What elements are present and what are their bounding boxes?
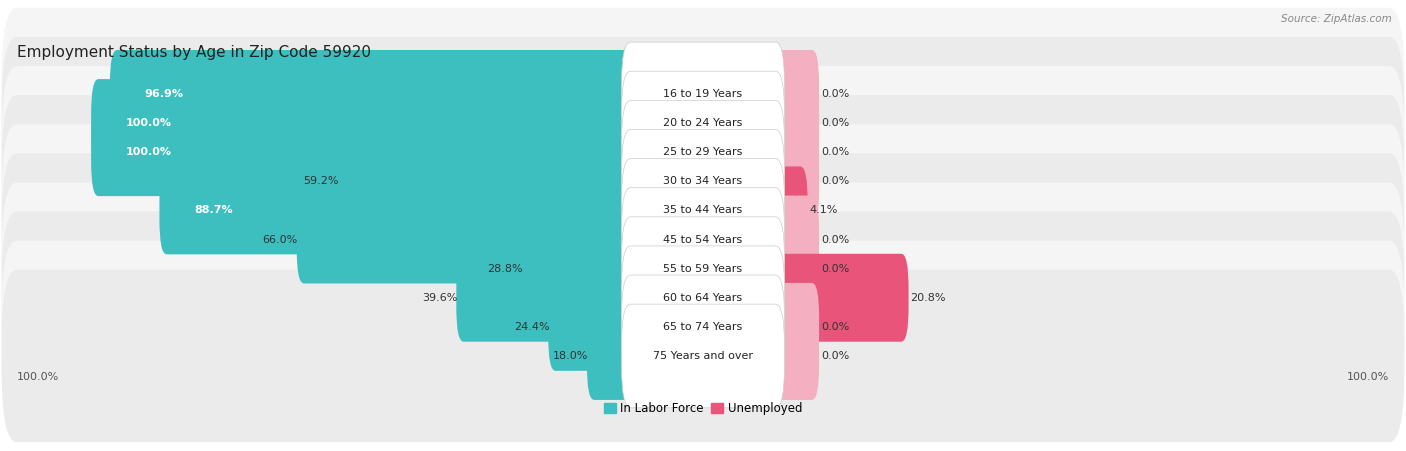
FancyBboxPatch shape [621,42,785,146]
Text: Source: ZipAtlas.com: Source: ZipAtlas.com [1281,14,1392,23]
FancyBboxPatch shape [1,124,1405,297]
FancyBboxPatch shape [1,95,1405,267]
Text: 66.0%: 66.0% [263,235,298,244]
Text: 0.0%: 0.0% [821,176,849,186]
FancyBboxPatch shape [297,196,638,284]
Text: 0.0%: 0.0% [821,322,849,332]
FancyBboxPatch shape [1,37,1405,209]
Text: 4.1%: 4.1% [810,205,838,216]
FancyBboxPatch shape [768,254,908,342]
Text: 55 to 59 Years: 55 to 59 Years [664,264,742,274]
FancyBboxPatch shape [1,212,1405,384]
Text: 0.0%: 0.0% [821,264,849,274]
Text: 25 to 29 Years: 25 to 29 Years [664,147,742,157]
FancyBboxPatch shape [1,183,1405,355]
Text: 88.7%: 88.7% [194,205,232,216]
Text: 45 to 54 Years: 45 to 54 Years [664,235,742,244]
FancyBboxPatch shape [621,101,785,204]
FancyBboxPatch shape [621,217,785,321]
FancyBboxPatch shape [768,108,820,196]
FancyBboxPatch shape [768,50,820,138]
Text: 75 Years and over: 75 Years and over [652,351,754,361]
FancyBboxPatch shape [621,188,785,291]
FancyBboxPatch shape [621,246,785,350]
FancyBboxPatch shape [621,304,785,408]
Text: 0.0%: 0.0% [821,235,849,244]
FancyBboxPatch shape [621,129,785,233]
FancyBboxPatch shape [768,312,820,400]
FancyBboxPatch shape [1,270,1405,442]
Text: 60 to 64 Years: 60 to 64 Years [664,293,742,303]
FancyBboxPatch shape [621,159,785,262]
Text: 20.8%: 20.8% [911,293,946,303]
Text: 0.0%: 0.0% [821,89,849,99]
FancyBboxPatch shape [337,137,638,225]
FancyBboxPatch shape [159,166,638,254]
FancyBboxPatch shape [768,283,820,371]
FancyBboxPatch shape [768,196,820,284]
FancyBboxPatch shape [1,153,1405,326]
Text: 100.0%: 100.0% [17,372,59,382]
FancyBboxPatch shape [768,225,820,313]
Text: 39.6%: 39.6% [422,293,457,303]
FancyBboxPatch shape [768,137,820,225]
Text: 100.0%: 100.0% [125,147,172,157]
FancyBboxPatch shape [91,79,638,167]
Text: 0.0%: 0.0% [821,351,849,361]
Text: 20 to 24 Years: 20 to 24 Years [664,118,742,128]
FancyBboxPatch shape [621,275,785,379]
FancyBboxPatch shape [1,66,1405,238]
FancyBboxPatch shape [768,79,820,167]
Text: Employment Status by Age in Zip Code 59920: Employment Status by Age in Zip Code 599… [17,46,371,60]
Text: 59.2%: 59.2% [304,176,339,186]
Text: 0.0%: 0.0% [821,147,849,157]
FancyBboxPatch shape [768,166,807,254]
FancyBboxPatch shape [586,312,638,400]
FancyBboxPatch shape [621,71,785,175]
FancyBboxPatch shape [548,283,638,371]
Text: 100.0%: 100.0% [1347,372,1389,382]
FancyBboxPatch shape [1,8,1405,180]
Text: 30 to 34 Years: 30 to 34 Years [664,176,742,186]
FancyBboxPatch shape [1,241,1405,413]
FancyBboxPatch shape [522,225,638,313]
Text: 65 to 74 Years: 65 to 74 Years [664,322,742,332]
Text: 0.0%: 0.0% [821,118,849,128]
FancyBboxPatch shape [457,254,638,342]
Text: 35 to 44 Years: 35 to 44 Years [664,205,742,216]
Text: 28.8%: 28.8% [488,264,523,274]
FancyBboxPatch shape [91,108,638,196]
Text: 96.9%: 96.9% [145,89,183,99]
FancyBboxPatch shape [110,50,638,138]
Text: 24.4%: 24.4% [513,322,550,332]
Text: 100.0%: 100.0% [125,118,172,128]
Legend: In Labor Force, Unemployed: In Labor Force, Unemployed [605,402,801,415]
Text: 18.0%: 18.0% [553,351,588,361]
Text: 16 to 19 Years: 16 to 19 Years [664,89,742,99]
